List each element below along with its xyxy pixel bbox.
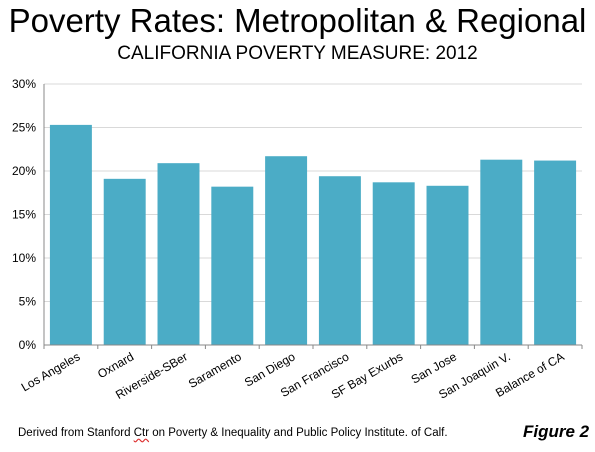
source-prefix: Derived from Stanford	[18, 427, 134, 439]
bar	[211, 186, 254, 345]
bar	[103, 178, 146, 345]
source-ctr: Ctr	[133, 427, 150, 439]
bar	[49, 124, 92, 345]
bar	[157, 163, 200, 345]
y-tick-label: 25%	[12, 121, 36, 135]
axes	[43, 84, 583, 349]
chart-subtitle: CALIFORNIA POVERTY MEASURE: 2012	[117, 43, 478, 64]
bar	[534, 160, 577, 345]
source-note: Derived from Stanford Ctr on Poverty & I…	[18, 427, 448, 439]
source-suffix: on Poverty & Inequality and Public Polic…	[149, 427, 448, 439]
bars	[49, 124, 577, 345]
y-tick-label: 30%	[12, 77, 36, 91]
bar	[426, 185, 469, 345]
x-tick-label: Oxnard	[95, 349, 136, 381]
x-tick-labels: Los Angeles OxnardRiverside-SBerSaramento…	[19, 349, 567, 402]
y-tick-label: 5%	[19, 295, 37, 309]
figure-label: Figure 2	[523, 422, 590, 441]
bar	[318, 176, 361, 345]
y-tick-label: 10%	[12, 251, 36, 265]
y-tick-label: 20%	[12, 164, 36, 178]
chart-title: Poverty Rates: Metropolitan & Regional	[8, 2, 587, 39]
y-tick-label: 0%	[19, 338, 37, 352]
y-tick-label: 15%	[12, 208, 36, 222]
bar	[480, 159, 523, 345]
x-tick-label: Los Angeles	[19, 349, 83, 394]
y-tick-labels: 0% 5% 10% 15% 20% 25% 30%	[12, 77, 36, 352]
x-tick-label: Saramento	[186, 349, 244, 391]
bar	[265, 156, 308, 345]
bar	[372, 182, 415, 345]
